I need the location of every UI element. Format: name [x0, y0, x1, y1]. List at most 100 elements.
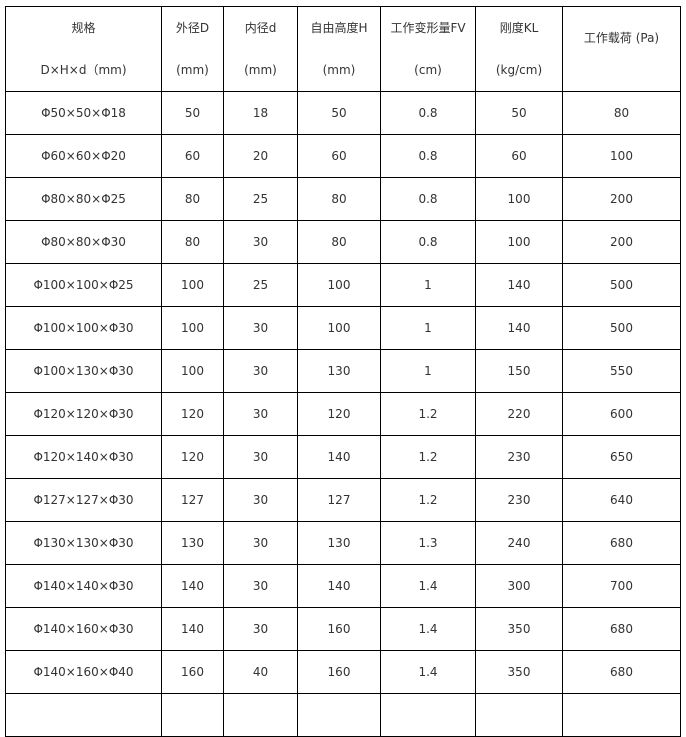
table-cell — [475, 693, 563, 737]
table-cell: Φ100×100×Φ25 — [5, 263, 162, 307]
table-row: Φ50×50×Φ18 50 18 50 0.8 50 80 — [5, 91, 681, 135]
table-row: Φ120×120×Φ30 120 30 120 1.2 220 600 — [5, 392, 681, 436]
table-cell: 60 — [297, 134, 381, 178]
table-row: Φ130×130×Φ30 130 30 130 1.3 240 680 — [5, 521, 681, 565]
header-label: 工作载荷 (Pa) — [583, 31, 660, 45]
table-cell: 25 — [223, 263, 298, 307]
table-cell: 160 — [297, 650, 381, 694]
table-cell: Φ80×80×Φ30 — [5, 220, 162, 264]
header-label: 刚度KL — [499, 20, 539, 35]
table-cell: 80 — [161, 177, 224, 221]
table-row: Φ80×80×Φ25 80 25 80 0.8 100 200 — [5, 177, 681, 221]
table-cell: 130 — [297, 521, 381, 565]
table-cell: 1.3 — [380, 521, 476, 565]
table-cell: 200 — [562, 177, 681, 221]
table-cell: Φ120×140×Φ30 — [5, 435, 162, 479]
table-cell: 100 — [161, 306, 224, 350]
table-cell: 140 — [297, 435, 381, 479]
table-cell: 100 — [161, 263, 224, 307]
table-row: Φ120×140×Φ30 120 30 140 1.2 230 650 — [5, 435, 681, 479]
header-row: 规格 D×H×d（mm) 外径D (mm) 内径d (mm) 自由高度H (mm) 工作变形量F… — [5, 6, 681, 92]
table-cell: 60 — [475, 134, 563, 178]
header-label: 内径d — [244, 20, 277, 35]
table-cell: Φ60×60×Φ20 — [5, 134, 162, 178]
table-cell: Φ130×130×Φ30 — [5, 521, 162, 565]
table-cell: 1.2 — [380, 392, 476, 436]
table-cell: 30 — [223, 392, 298, 436]
table-cell — [161, 693, 224, 737]
table-cell: 30 — [223, 564, 298, 608]
header-unit: (cm) — [414, 62, 442, 77]
table-cell: Φ140×160×Φ40 — [5, 650, 162, 694]
column-header: 刚度KL (kg/cm) — [475, 6, 563, 92]
table-cell: 700 — [562, 564, 681, 608]
table-cell: 350 — [475, 650, 563, 694]
table-cell: 30 — [223, 435, 298, 479]
table-cell: 680 — [562, 521, 681, 565]
header-unit: (kg/cm) — [495, 62, 543, 77]
table-cell: 140 — [297, 564, 381, 608]
table-cell: 18 — [223, 91, 298, 135]
table-cell: 30 — [223, 478, 298, 522]
table-cell: 140 — [161, 607, 224, 651]
header-unit: (mm) — [322, 62, 356, 77]
column-header: 自由高度H (mm) — [297, 6, 381, 92]
table-cell: 550 — [562, 349, 681, 393]
table-cell — [380, 693, 476, 737]
table-cell: 500 — [562, 263, 681, 307]
table-cell: Φ100×100×Φ30 — [5, 306, 162, 350]
table-cell: 25 — [223, 177, 298, 221]
column-header: 规格 D×H×d（mm) — [5, 6, 162, 92]
table-cell — [223, 693, 298, 737]
table-cell: 230 — [475, 435, 563, 479]
table-cell: 680 — [562, 650, 681, 694]
table-cell: 60 — [161, 134, 224, 178]
header-unit: D×H×d（mm) — [40, 62, 127, 77]
table-cell: 127 — [297, 478, 381, 522]
table-cell: 1.2 — [380, 435, 476, 479]
table-cell: 220 — [475, 392, 563, 436]
table-cell: 50 — [297, 91, 381, 135]
table-cell: Φ100×130×Φ30 — [5, 349, 162, 393]
table-cell: 120 — [297, 392, 381, 436]
table-row: Φ127×127×Φ30 127 30 127 1.2 230 640 — [5, 478, 681, 522]
table-cell: 100 — [475, 220, 563, 264]
table-cell: 1.4 — [380, 650, 476, 694]
table-cell: 30 — [223, 521, 298, 565]
table-cell: 1 — [380, 306, 476, 350]
column-header: 外径D (mm) — [161, 6, 224, 92]
table-cell: 100 — [475, 177, 563, 221]
header-label: 外径D — [175, 20, 210, 35]
table-row: Φ140×160×Φ40 160 40 160 1.4 350 680 — [5, 650, 681, 694]
header-label: 自由高度H — [310, 20, 368, 35]
column-header: 工作载荷 (Pa) — [562, 6, 681, 92]
spec-table: 规格 D×H×d（mm) 外径D (mm) 内径d (mm) 自由高度H (mm) 工作变形量F… — [5, 6, 681, 737]
table-cell: 80 — [562, 91, 681, 135]
table-row: Φ80×80×Φ30 80 30 80 0.8 100 200 — [5, 220, 681, 264]
table-cell: 160 — [161, 650, 224, 694]
table-cell: 230 — [475, 478, 563, 522]
table-cell: 130 — [297, 349, 381, 393]
table-cell: 100 — [297, 263, 381, 307]
table-cell: 0.8 — [380, 220, 476, 264]
table-cell: 200 — [562, 220, 681, 264]
table-cell: 130 — [161, 521, 224, 565]
table-cell: 640 — [562, 478, 681, 522]
table-row — [5, 693, 681, 737]
table-cell: Φ140×140×Φ30 — [5, 564, 162, 608]
table-cell — [5, 693, 162, 737]
table-cell: 50 — [475, 91, 563, 135]
table-cell: 160 — [297, 607, 381, 651]
table-cell: Φ80×80×Φ25 — [5, 177, 162, 221]
column-header: 工作变形量FV (cm) — [380, 6, 476, 92]
table-cell: Φ140×160×Φ30 — [5, 607, 162, 651]
table-cell: 0.8 — [380, 134, 476, 178]
header-unit: (mm) — [244, 62, 277, 77]
table-cell: 600 — [562, 392, 681, 436]
header-label: 工作变形量FV — [390, 20, 466, 35]
table-cell: 100 — [297, 306, 381, 350]
table-cell: 20 — [223, 134, 298, 178]
table-cell: 500 — [562, 306, 681, 350]
table-cell: 120 — [161, 392, 224, 436]
table-cell: 30 — [223, 349, 298, 393]
